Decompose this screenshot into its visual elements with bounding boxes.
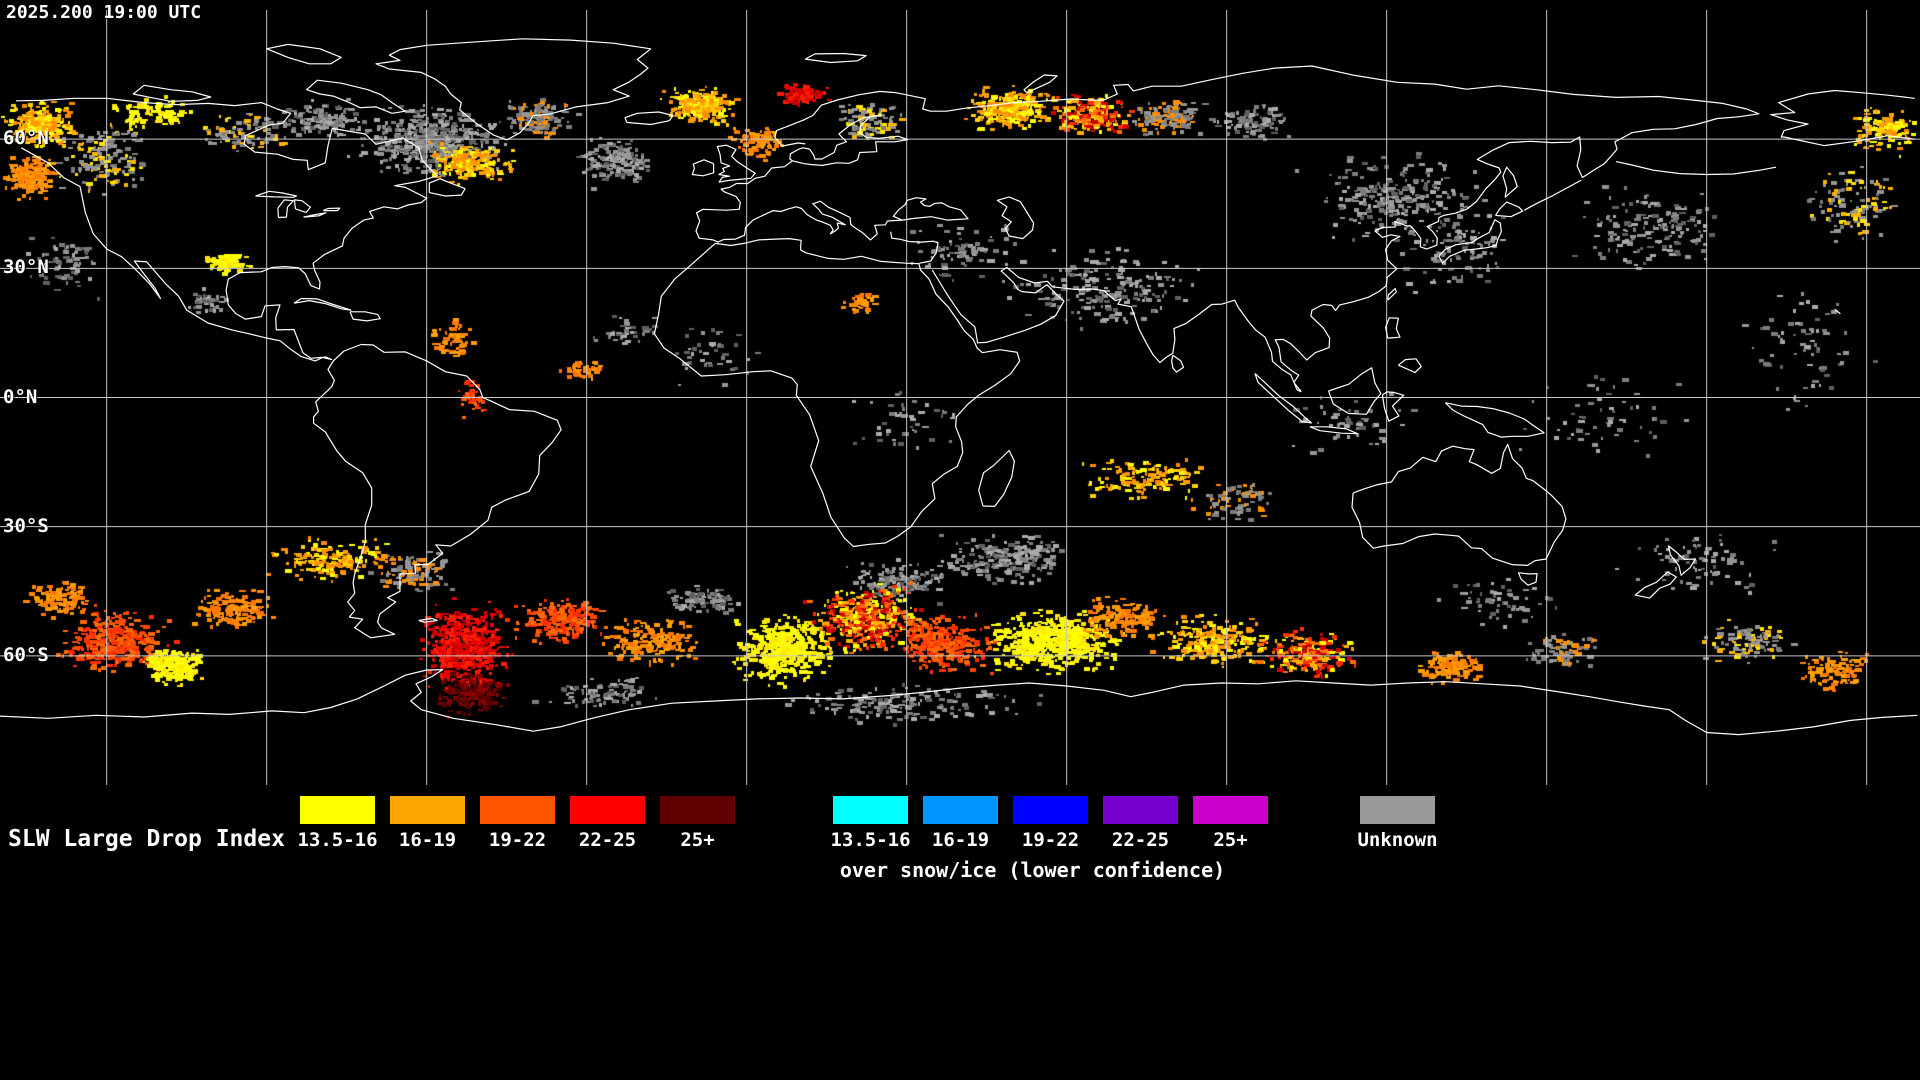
coastline	[349, 311, 381, 322]
snow-swatch	[1193, 796, 1268, 824]
snow-bin: 22-25	[1103, 796, 1178, 851]
coastline	[978, 449, 1015, 507]
coastline	[1444, 402, 1545, 438]
snow-label: 19-22	[1021, 829, 1080, 851]
coastline	[255, 190, 298, 198]
liquid-label: 16-19	[398, 829, 457, 851]
coastline	[653, 238, 1021, 548]
coastline	[303, 212, 327, 218]
coastline	[1524, 179, 1582, 211]
coastline	[1381, 391, 1405, 422]
coastline	[293, 199, 311, 213]
snow-swatch	[923, 796, 998, 824]
coastline	[1171, 354, 1185, 373]
coastline	[1351, 443, 1567, 566]
coastline	[1667, 545, 1697, 576]
liquid-swatch	[660, 796, 735, 824]
coastline	[1023, 74, 1058, 94]
snow-bin: 19-22	[1013, 796, 1088, 851]
coastline	[624, 111, 674, 126]
coastline	[15, 89, 1915, 362]
coastline	[805, 52, 867, 64]
coastline	[774, 90, 966, 147]
slw-data-layer	[0, 0, 1920, 790]
liquid-bin: 22-25	[570, 796, 645, 851]
coastline	[277, 199, 294, 219]
liquid-bin: 16-19	[390, 796, 465, 851]
coastline	[1254, 372, 1313, 424]
coastline	[691, 159, 715, 177]
coastline	[789, 114, 909, 166]
liquid-swatch	[300, 796, 375, 824]
coastline	[1309, 426, 1358, 435]
liquid-label: 25+	[680, 829, 715, 851]
world-map: 60°N 30°N 0°N 30°S 60°S 2025.200 19:00 UTC	[0, 0, 1920, 790]
snow-label: 16-19	[931, 829, 990, 851]
legend-title: SLW Large Drop Index	[8, 826, 285, 852]
lat-label: 30°N	[3, 256, 49, 279]
coastline	[322, 207, 341, 212]
coastline	[965, 65, 1760, 393]
snow-bin: 25+	[1193, 796, 1268, 851]
liquid-label: 22-25	[578, 829, 637, 851]
snow-label: 22-25	[1111, 829, 1170, 851]
legend-liquid-group: 13.5-16 16-19 19-22 22-25 25+	[297, 796, 735, 851]
unknown-label: Unknown	[1357, 829, 1438, 851]
snow-label: 13.5-16	[830, 829, 911, 851]
coastline	[418, 617, 438, 623]
coastline	[1438, 219, 1502, 264]
legend-unknown: Unknown	[1357, 796, 1438, 851]
coastline-grid-layer	[0, 10, 1920, 785]
legend-snow-caption: over snow/ice (lower confidence)	[839, 858, 1226, 882]
lat-label: 60°S	[3, 643, 49, 666]
snow-bin: 16-19	[923, 796, 998, 851]
coastline	[931, 266, 1065, 344]
coastline	[716, 144, 756, 183]
timestamp: 2025.200 19:00 UTC	[6, 2, 202, 23]
coastline	[313, 343, 562, 639]
liquid-bin: 19-22	[480, 796, 555, 851]
snow-swatch	[1103, 796, 1178, 824]
coastline	[1398, 358, 1422, 374]
coastline	[0, 669, 1918, 736]
coastline	[996, 196, 1035, 240]
coastline	[1502, 166, 1518, 198]
coastline	[266, 43, 342, 65]
liquid-label: 13.5-16	[297, 829, 378, 851]
coastline	[428, 178, 466, 197]
lat-label: 30°S	[3, 514, 49, 537]
legend-snow-group: 13.5-16 16-19 19-22 22-25 25+	[830, 796, 1268, 851]
coastline	[1327, 367, 1382, 415]
liquid-bin: 13.5-16	[297, 796, 378, 851]
snow-swatch	[1013, 796, 1088, 824]
liquid-bin: 25+	[660, 796, 735, 851]
coastline	[306, 79, 406, 114]
snow-bin: 13.5-16	[830, 796, 911, 851]
unknown-swatch	[1360, 796, 1435, 824]
liquid-swatch	[480, 796, 555, 824]
coastline	[293, 297, 352, 311]
liquid-swatch	[390, 796, 465, 824]
coastline	[1385, 317, 1401, 339]
coastline	[1634, 571, 1677, 599]
coastline	[132, 84, 212, 102]
coastline	[1494, 201, 1524, 218]
coastline	[375, 38, 652, 141]
coastline	[1615, 161, 1777, 176]
lat-label: 60°N	[3, 127, 49, 150]
liquid-swatch	[570, 796, 645, 824]
snow-swatch	[833, 796, 908, 824]
coastline	[890, 231, 939, 264]
snow-label: 25+	[1213, 829, 1248, 851]
lat-label: 0°N	[3, 385, 38, 408]
liquid-label: 19-22	[488, 829, 547, 851]
coastline	[1834, 308, 1841, 315]
coastline	[1387, 288, 1397, 301]
legend: SLW Large Drop Index 13.5-16 16-19 19-22 22…	[0, 790, 1920, 1080]
coastline	[695, 160, 969, 243]
coastline	[1517, 572, 1538, 586]
